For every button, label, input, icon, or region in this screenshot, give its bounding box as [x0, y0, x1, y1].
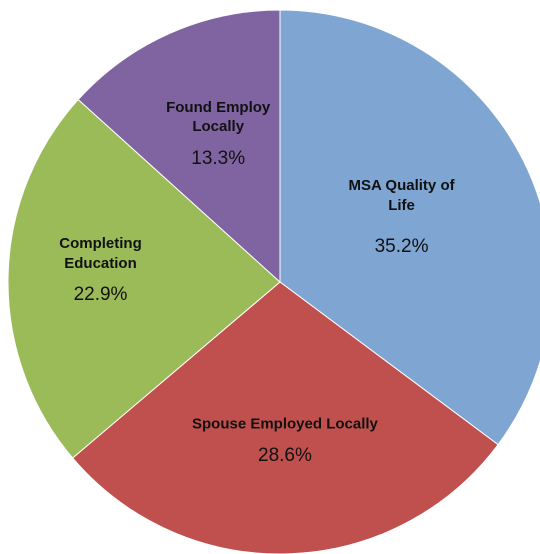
slice-label: Spouse Employed Locally [192, 415, 378, 433]
value-label: 22.9% [73, 284, 128, 306]
value-label: 28.6% [258, 444, 312, 466]
pie-slice [7, 98, 281, 459]
value-label: 35.2% [374, 236, 429, 258]
pie-slice [279, 9, 540, 446]
value-label: 13.3% [191, 147, 246, 169]
slice-label: MSA Quality of Life [348, 177, 455, 214]
slice-label: Found Employ Locally [166, 98, 271, 136]
slice-label: Completing Education [59, 235, 142, 272]
pie-slice [77, 9, 281, 284]
